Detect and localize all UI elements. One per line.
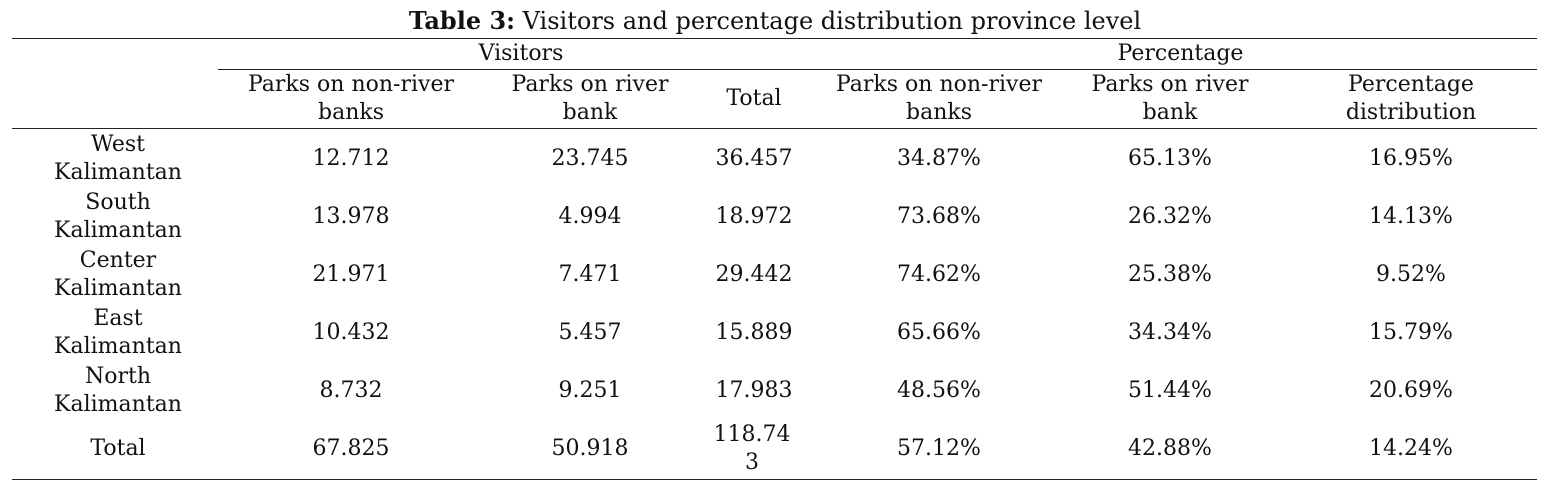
column-header: Parks on non-river banks	[835, 72, 1042, 125]
table-cell: 50.918	[551, 436, 629, 461]
table-cell: 34.87%	[897, 146, 981, 171]
caption-label: Table 3:	[408, 6, 516, 35]
visitors-group-rule	[218, 69, 824, 70]
column-header: Parks on non-river banks	[247, 72, 454, 125]
table-cell: 26.32%	[1128, 204, 1212, 229]
table-cell: 4.994	[558, 204, 622, 229]
table-cell: 65.66%	[897, 320, 981, 345]
table-cell: 10.432	[312, 320, 390, 345]
table-cell: 74.62%	[897, 262, 981, 287]
group-header-percentage: Percentage	[1117, 41, 1244, 66]
table-cell: 51.44%	[1128, 378, 1212, 403]
table-cell: 15.889	[715, 320, 793, 345]
table-cell: 65.13%	[1128, 146, 1212, 171]
table-cell: 8.732	[319, 378, 383, 403]
table-cell: 36.457	[715, 146, 793, 171]
table-cell: 21.971	[312, 262, 390, 287]
table-cell: 15.79%	[1369, 320, 1453, 345]
bottom-rule	[12, 479, 1537, 480]
percentage-group-rule	[824, 69, 1537, 70]
table-cell: 29.442	[715, 262, 793, 287]
column-header: Parks on river bank	[1091, 72, 1249, 125]
row-label: East Kalimantan	[54, 306, 182, 359]
table-cell: 48.56%	[897, 378, 981, 403]
table-cell: 18.972	[715, 204, 793, 229]
table-cell: 23.745	[551, 146, 629, 171]
table-cell: 9.52%	[1376, 262, 1446, 287]
table-cell: 42.88%	[1128, 436, 1212, 461]
table-cell: 118.743	[713, 422, 791, 475]
table-cell: 73.68%	[897, 204, 981, 229]
table-cell: 7.471	[558, 262, 622, 287]
column-header: Parks on river bank	[511, 72, 669, 125]
table-cell: 57.12%	[897, 436, 981, 461]
table-cell: 16.95%	[1369, 146, 1453, 171]
table-cell: 67.825	[312, 436, 390, 461]
table-cell: 25.38%	[1128, 262, 1212, 287]
row-label: Center Kalimantan	[54, 248, 182, 301]
table-cell: 5.457	[558, 320, 622, 345]
table-cell: 9.251	[558, 378, 622, 403]
column-header: Total	[726, 86, 782, 111]
table-cell: 12.712	[312, 146, 390, 171]
column-header: Percentage distribution	[1345, 72, 1477, 125]
row-label: West Kalimantan	[54, 132, 182, 185]
caption-text: Visitors and percentage distribution pro…	[515, 7, 1142, 35]
header-bottom-rule	[12, 128, 1537, 129]
table-cell: 13.978	[312, 204, 390, 229]
row-label: South Kalimantan	[54, 190, 182, 243]
top-rule	[12, 38, 1537, 39]
table-cell: 14.24%	[1369, 436, 1453, 461]
table-cell: 14.13%	[1369, 204, 1453, 229]
table-cell: 17.983	[715, 378, 793, 403]
table-cell: 34.34%	[1128, 320, 1212, 345]
table-caption: Table 3: Visitors and percentage distrib…	[0, 6, 1550, 36]
row-label: North Kalimantan	[54, 364, 182, 417]
row-label-total: Total	[90, 436, 146, 461]
table-cell: 20.69%	[1369, 378, 1453, 403]
group-header-visitors: Visitors	[478, 41, 564, 66]
